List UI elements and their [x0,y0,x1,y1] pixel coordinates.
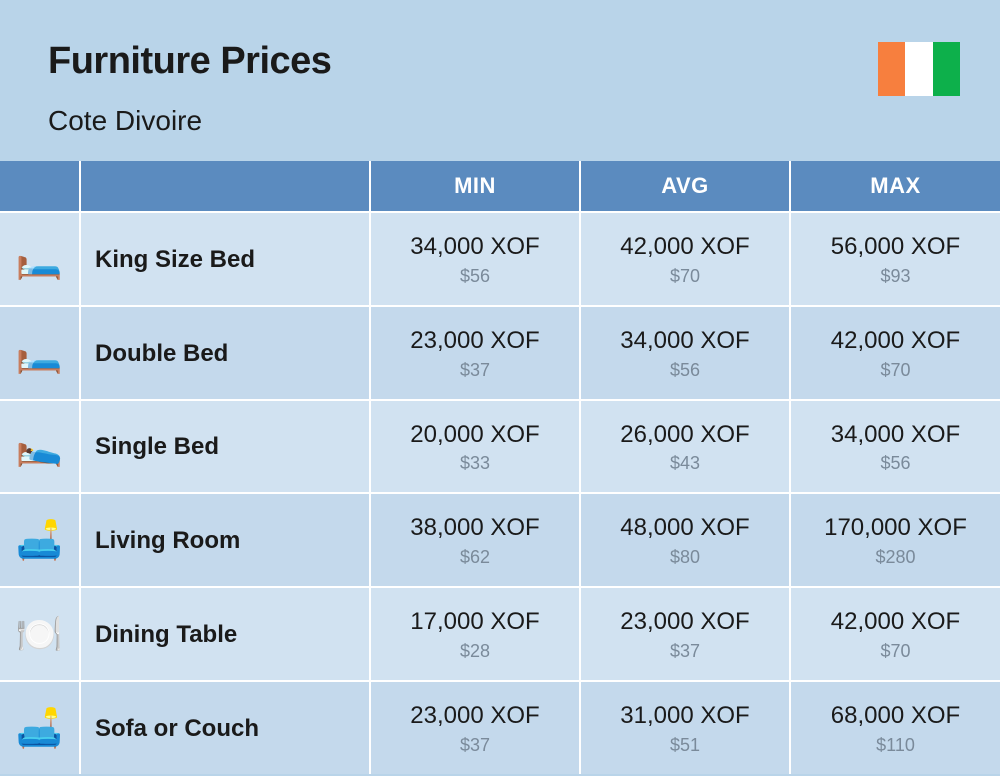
price-usd: $110 [799,735,992,756]
price-cell-min: 34,000 XOF $56 [370,212,580,306]
price-usd: $56 [589,360,781,381]
furniture-name: Sofa or Couch [80,681,370,774]
price-usd: $33 [379,453,571,474]
price-xof: 23,000 XOF [379,327,571,356]
price-usd: $62 [379,547,571,568]
furniture-icon: 🛌 [0,400,80,494]
price-usd: $37 [589,641,781,662]
price-cell-avg: 23,000 XOF $37 [580,587,790,681]
price-cell-max: 170,000 XOF $280 [790,493,1000,587]
price-usd: $51 [589,735,781,756]
page-subtitle: Cote Divoire [48,105,952,137]
price-xof: 23,000 XOF [379,702,571,731]
price-cell-max: 42,000 XOF $70 [790,587,1000,681]
flag-stripe [933,42,960,96]
price-usd: $93 [799,266,992,287]
header: Furniture Prices Cote Divoire [0,0,1000,161]
price-cell-min: 17,000 XOF $28 [370,587,580,681]
flag-stripe [878,42,905,96]
price-usd: $70 [799,360,992,381]
price-usd: $70 [799,641,992,662]
price-cell-min: 23,000 XOF $37 [370,681,580,774]
price-cell-max: 56,000 XOF $93 [790,212,1000,306]
price-cell-avg: 42,000 XOF $70 [580,212,790,306]
table-row: 🍽️Dining Table 17,000 XOF $28 23,000 XOF $37… [0,587,1000,681]
price-cell-avg: 48,000 XOF $80 [580,493,790,587]
furniture-name: Living Room [80,493,370,587]
price-xof: 34,000 XOF [799,421,992,450]
price-cell-min: 20,000 XOF $33 [370,400,580,494]
table-row: 🛋️Sofa or Couch 23,000 XOF $37 31,000 XOF $5… [0,681,1000,774]
price-xof: 56,000 XOF [799,233,992,262]
table-header-row: MIN AVG MAX [0,161,1000,212]
price-table: MIN AVG MAX 🛏️King Size Bed 34,000 XOF $56… [0,161,1000,774]
price-usd: $80 [589,547,781,568]
page-title: Furniture Prices [48,40,952,83]
price-xof: 42,000 XOF [799,608,992,637]
price-xof: 20,000 XOF [379,421,571,450]
furniture-icon: 🛏️ [0,212,80,306]
price-xof: 42,000 XOF [589,233,781,262]
price-xof: 170,000 XOF [799,514,992,543]
price-usd: $43 [589,453,781,474]
furniture-name: Double Bed [80,306,370,400]
price-xof: 34,000 XOF [379,233,571,262]
table-row: 🛏️Double Bed 23,000 XOF $37 34,000 XOF $56 42… [0,306,1000,400]
flag-icon [878,42,960,96]
price-xof: 38,000 XOF [379,514,571,543]
price-usd: $37 [379,735,571,756]
furniture-name: King Size Bed [80,212,370,306]
price-cell-avg: 34,000 XOF $56 [580,306,790,400]
table-row: 🛏️King Size Bed 34,000 XOF $56 42,000 XOF $7… [0,212,1000,306]
price-xof: 26,000 XOF [589,421,781,450]
price-usd: $56 [799,453,992,474]
furniture-icon: 🛋️ [0,681,80,774]
price-cell-max: 42,000 XOF $70 [790,306,1000,400]
table-header-max: MAX [790,161,1000,212]
price-cell-avg: 26,000 XOF $43 [580,400,790,494]
price-usd: $37 [379,360,571,381]
table-header-min: MIN [370,161,580,212]
table-header-avg: AVG [580,161,790,212]
price-cell-min: 38,000 XOF $62 [370,493,580,587]
price-cell-max: 34,000 XOF $56 [790,400,1000,494]
furniture-icon: 🛋️ [0,493,80,587]
price-cell-max: 68,000 XOF $110 [790,681,1000,774]
table-header-icon [0,161,80,212]
price-xof: 23,000 XOF [589,608,781,637]
furniture-name: Dining Table [80,587,370,681]
price-cell-min: 23,000 XOF $37 [370,306,580,400]
price-usd: $56 [379,266,571,287]
price-xof: 48,000 XOF [589,514,781,543]
price-xof: 31,000 XOF [589,702,781,731]
price-cell-avg: 31,000 XOF $51 [580,681,790,774]
table-row: 🛌Single Bed 20,000 XOF $33 26,000 XOF $43 34,… [0,400,1000,494]
table-header-name [80,161,370,212]
furniture-icon: 🛏️ [0,306,80,400]
furniture-icon: 🍽️ [0,587,80,681]
price-xof: 42,000 XOF [799,327,992,356]
table-row: 🛋️Living Room 38,000 XOF $62 48,000 XOF $80 1… [0,493,1000,587]
price-usd: $280 [799,547,992,568]
price-xof: 17,000 XOF [379,608,571,637]
price-xof: 68,000 XOF [799,702,992,731]
price-usd: $28 [379,641,571,662]
furniture-name: Single Bed [80,400,370,494]
flag-stripe [905,42,932,96]
price-xof: 34,000 XOF [589,327,781,356]
price-usd: $70 [589,266,781,287]
